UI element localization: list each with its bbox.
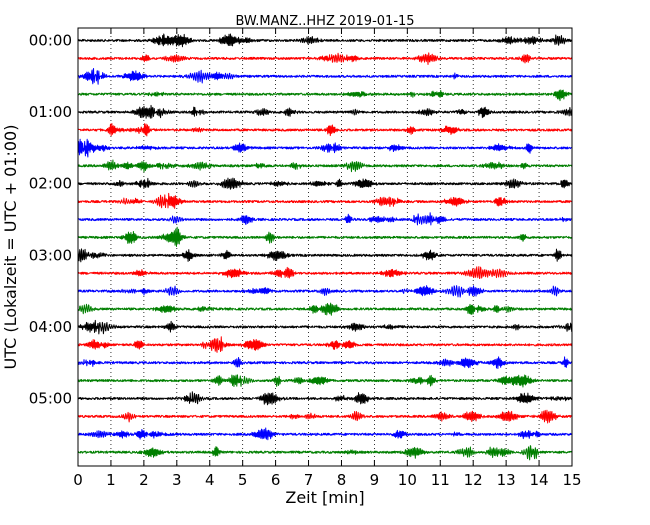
plot-frame (77, 27, 573, 467)
trace-line-5 (77, 104, 573, 119)
x-tick-label-14: 14 (530, 471, 549, 489)
x-axis-label: Zeit [min] (285, 488, 364, 507)
trace-line-13 (77, 248, 573, 263)
trace-line-8 (77, 159, 573, 173)
trace-line-22 (77, 409, 573, 424)
trace-line-24 (77, 445, 573, 461)
x-tick-label-10: 10 (398, 471, 417, 489)
x-tick-label-8: 8 (337, 471, 347, 489)
trace-line-20 (77, 374, 573, 388)
y-tick-label-0: 00:00 (29, 32, 72, 50)
trace-line-1 (77, 33, 573, 48)
chart-title: BW.MANZ..HHZ 2019-01-15 (235, 14, 414, 29)
trace-line-6 (77, 123, 573, 137)
x-tick-label-15: 15 (562, 471, 581, 489)
trace-line-11 (77, 212, 573, 226)
y-axis-label: UTC (Lokalzeit = UTC + 01:00) (1, 125, 20, 370)
x-tick-label-6: 6 (271, 471, 281, 489)
x-tick-label-4: 4 (205, 471, 215, 489)
trace-line-10 (77, 192, 573, 209)
trace-line-3 (77, 68, 573, 85)
y-axis-ticks: 00:00 01:00 02:00 03:00 04:00 05:00 (29, 32, 572, 408)
trace-line-4 (77, 89, 573, 102)
trace-line-7 (77, 138, 573, 158)
x-tick-label-9: 9 (370, 471, 380, 489)
x-tick-label-5: 5 (238, 471, 248, 489)
x-axis-ticks: 0 1 2 3 4 5 6 7 8 9 10 11 12 13 14 15 (73, 28, 582, 489)
x-tick-label-1: 1 (106, 471, 116, 489)
y-tick-label-4: 04:00 (29, 318, 72, 336)
trace-line-2 (77, 52, 573, 66)
trace-line-16 (77, 302, 573, 316)
trace-line-15 (77, 285, 573, 298)
trace-line-17 (77, 319, 573, 335)
trace-line-12 (77, 226, 573, 248)
x-tick-label-13: 13 (497, 471, 516, 489)
trace-line-18 (77, 336, 573, 353)
x-tick-label-12: 12 (464, 471, 483, 489)
x-tick-label-7: 7 (304, 471, 314, 489)
y-tick-label-1: 01:00 (29, 103, 72, 121)
x-tick-label-2: 2 (139, 471, 149, 489)
trace-line-9 (77, 177, 573, 190)
trace-line-14 (77, 266, 573, 280)
trace-line-21 (77, 391, 573, 406)
trace-series (77, 33, 573, 461)
x-tick-label-11: 11 (431, 471, 450, 489)
trace-line-19 (77, 356, 573, 369)
y-tick-label-5: 05:00 (29, 390, 72, 408)
y-tick-label-3: 03:00 (29, 246, 72, 264)
x-tick-label-0: 0 (73, 471, 83, 489)
y-tick-label-2: 02:00 (29, 175, 72, 193)
trace-line-23 (77, 427, 573, 441)
x-tick-label-3: 3 (172, 471, 182, 489)
